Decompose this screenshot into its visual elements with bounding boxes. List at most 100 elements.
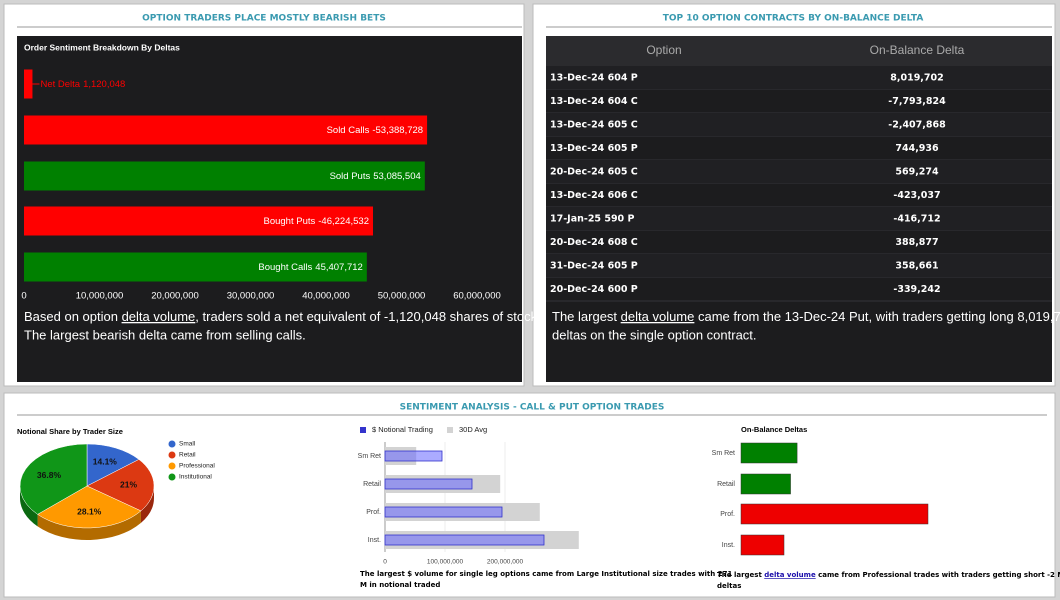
x-tick-label: 10,000,000	[76, 291, 124, 302]
bar-category: Bought Calls	[258, 262, 312, 273]
bar	[384, 534, 545, 546]
pie-slice	[86, 443, 140, 487]
x-tick-label: 100,000,000	[427, 559, 464, 566]
bar	[740, 473, 791, 495]
slice-label: 28.1%	[77, 506, 102, 516]
bar-category: Net Delta	[40, 79, 80, 90]
cell: 13-Dec-24 604 P	[550, 73, 638, 84]
bar-category: Bought Puts	[264, 216, 316, 227]
cell: 31-Dec-24 605 P	[550, 261, 638, 272]
bar-value: 1,120,048	[83, 79, 125, 90]
table-header	[546, 36, 1052, 66]
table-row	[546, 113, 1052, 137]
chart-title: Notional Share by Trader Size	[17, 427, 123, 436]
legend-marker	[168, 473, 176, 481]
bar	[384, 478, 473, 490]
bar-category: Sold Calls	[327, 125, 370, 136]
slice-label: 36.8%	[37, 470, 62, 480]
pie-slice	[86, 459, 155, 512]
panel-title: TOP 10 OPTION CONTRACTS BY ON-BALANCE DE…	[663, 14, 924, 24]
chart-title: On-Balance Deltas	[741, 425, 807, 434]
x-tick-label: 30,000,000	[227, 291, 275, 302]
note-link: delta volume	[621, 309, 695, 324]
table-row	[546, 136, 1052, 160]
note-text: came from the 13-Dec-24 Put, with trader…	[694, 309, 1060, 324]
caption: M in notional traded	[360, 581, 440, 589]
pie-side	[37, 510, 141, 540]
note-link: delta volume	[122, 309, 196, 324]
cell: 8,019,702	[890, 73, 944, 84]
cell: -339,242	[893, 284, 940, 295]
legend-label: Small	[179, 441, 196, 448]
slice-label: 14.1%	[93, 457, 118, 467]
cell: 388,877	[895, 237, 938, 248]
y-tick-label: Inst.	[368, 537, 381, 544]
cell: -416,712	[893, 214, 940, 225]
cell: 13-Dec-24 605 C	[550, 120, 638, 131]
cell: 744,936	[895, 143, 939, 154]
x-tick-label: 40,000,000	[302, 291, 350, 302]
legend-label: Institutional	[179, 474, 212, 481]
note: deltas on the single option contract.	[552, 327, 757, 342]
bar-value: 53,085,504	[373, 171, 421, 182]
x-tick-label: 200,000,000	[487, 559, 524, 566]
pie-slice	[37, 485, 142, 529]
bar-value: 45,407,712	[315, 262, 363, 273]
note: The largest delta volume came from the 1…	[552, 309, 1060, 324]
cell: 20-Dec-24 608 C	[550, 237, 638, 248]
legend-swatch	[360, 427, 366, 433]
pie-side	[20, 486, 38, 527]
bar-value: -53,388,728	[372, 125, 423, 136]
bar-label: Bought Puts -46,224,532	[264, 216, 369, 227]
x-tick-label: 50,000,000	[378, 291, 426, 302]
legend-label: 30D Avg	[459, 425, 487, 434]
table-row	[546, 66, 1052, 90]
note-text: The largest	[552, 309, 621, 324]
cell: 13-Dec-24 605 P	[550, 143, 638, 154]
note-text: Based on option	[24, 309, 122, 324]
bar-category: Sold Puts	[330, 171, 371, 182]
column-header: Option	[646, 43, 681, 57]
caption-link[interactable]: delta volume	[764, 571, 816, 579]
cell: 17-Jan-25 590 P	[550, 214, 634, 225]
panel-title: SENTIMENT ANALYSIS - CALL & PUT OPTION T…	[400, 403, 665, 413]
caption-text: The largest	[717, 571, 764, 579]
bar	[384, 506, 503, 518]
table-row	[546, 277, 1052, 301]
x-tick-label: 20,000,000	[151, 291, 199, 302]
chart-title: Order Sentiment Breakdown By Deltas	[24, 42, 180, 52]
table-body: 13-Dec-24 604 P 8,019,702 13-Dec-24 604 C -…	[546, 66, 1052, 302]
table-row	[546, 183, 1052, 207]
x-tick-label: 60,000,000	[453, 291, 501, 302]
bar	[24, 115, 428, 145]
panel	[3, 392, 1056, 598]
legend-label: Retail	[179, 452, 196, 459]
slice-label: 21%	[120, 480, 137, 490]
cell: -2,407,868	[888, 120, 946, 131]
x-tick-label: 0	[383, 559, 387, 566]
bar	[24, 161, 425, 191]
caption: deltas	[717, 582, 741, 590]
legend-marker	[168, 462, 176, 470]
bar-label: Net Delta 1,120,048	[40, 79, 125, 90]
y-tick-label: Sm Ret	[358, 453, 381, 460]
caption-text: came from Professional trades with trade…	[816, 571, 1060, 579]
caption: The largest $ volume for single leg opti…	[360, 570, 732, 578]
cell: 13-Dec-24 604 C	[550, 96, 638, 107]
column-header: On-Balance Delta	[870, 43, 965, 57]
y-tick-label: Sm Ret	[712, 450, 735, 457]
bar-label: Sold Puts 53,085,504	[330, 171, 421, 182]
bar	[24, 206, 373, 236]
table-row	[546, 207, 1052, 231]
cell: 358,661	[895, 261, 938, 272]
cell: 569,274	[895, 167, 939, 178]
bar-label: Sold Calls -53,388,728	[327, 125, 424, 136]
bar	[24, 252, 367, 282]
bar	[740, 442, 798, 464]
cell: -7,793,824	[888, 96, 946, 107]
panel-title: OPTION TRADERS PLACE MOSTLY BEARISH BETS	[142, 14, 386, 24]
legend-marker	[168, 440, 176, 448]
y-tick-label: Retail	[363, 481, 381, 488]
